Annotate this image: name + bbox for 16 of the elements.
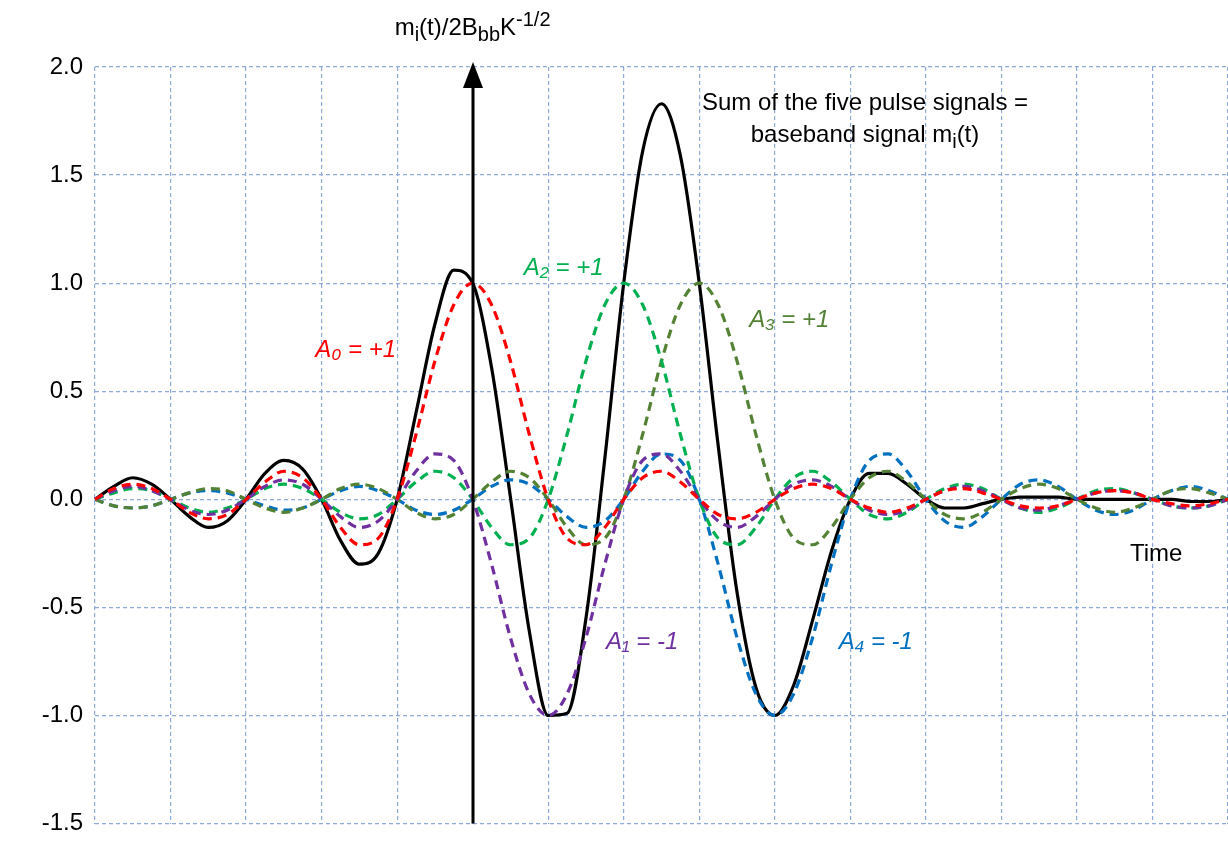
annotation: Sum of the five pulse signals = baseband signal m$_{i}$(t) [700, 87, 1030, 154]
y-tick-label: 1.5 [49, 159, 83, 187]
series-label: A₂ = +1 [521, 252, 604, 280]
series-label: A₄ = -1 [836, 627, 913, 655]
y-tick-label: -1.0 [41, 700, 83, 728]
y-tick-label: 0.0 [49, 483, 83, 511]
y-tick-label: 2.0 [49, 51, 83, 79]
y-tick-label: 0.5 [49, 375, 83, 403]
series-label: A₀ = +1 [313, 334, 397, 362]
series-label: A₃ = +1 [747, 304, 830, 332]
y-tick-label: -1.5 [41, 808, 83, 836]
y-tick-label: 1.0 [49, 267, 83, 295]
y-axis-title: m$_{i}$(t)/2B$_{bb}$K$^{-1/2}$ [394, 8, 551, 46]
x-axis-title: Time [1130, 539, 1183, 568]
y-tick-label: -0.5 [41, 592, 83, 620]
series-label: A₁ = -1 [604, 627, 679, 655]
